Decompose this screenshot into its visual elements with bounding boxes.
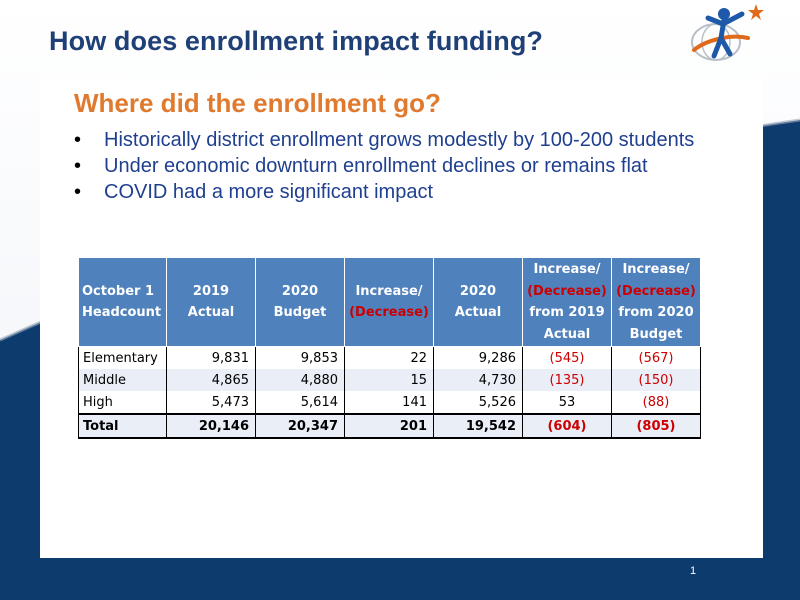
table-total-row: Total 20,146 20,347 201 19,542 (604) (80… — [78, 413, 701, 439]
header-change-from-2019: Increase/ (Decrease) from 2019 Actual — [522, 257, 612, 347]
cell-change-budget: (567) — [611, 346, 701, 369]
cell-increase: 141 — [344, 391, 434, 414]
header-text: October 1 — [82, 283, 155, 299]
cell-2019-actual: 9,831 — [166, 346, 256, 369]
table-header-row: October 1 Headcount 2019 Actual 2020 Bud… — [78, 257, 701, 347]
cell-increase: 15 — [344, 369, 434, 391]
header-text: (Decrease) — [349, 305, 429, 320]
header-headcount: October 1 Headcount — [78, 257, 167, 347]
table-row: High 5,473 5,614 141 5,526 53 (88) — [78, 391, 701, 414]
slide-title: How does enrollment impact funding? — [49, 26, 544, 56]
cell-2020-budget: 5,614 — [255, 391, 345, 414]
header-text: from 2020 — [618, 305, 694, 320]
cell-change-budget: (805) — [611, 413, 701, 439]
cell-2019-actual: 5,473 — [166, 391, 256, 414]
header-text: (Decrease) — [527, 283, 607, 299]
bullet-dot-icon: • — [74, 155, 82, 177]
cell-change-2019: (604) — [522, 413, 612, 439]
bullet-item: • Historically district enrollment grows … — [74, 128, 734, 152]
cell-change-2019: 53 — [522, 391, 612, 414]
header-2020-actual: 2020 Actual — [433, 257, 523, 347]
cell-2020-budget: 4,880 — [255, 369, 345, 391]
bullet-list: • Historically district enrollment grows … — [74, 128, 734, 206]
bullet-item: • COVID had a more significant impact — [74, 180, 734, 204]
row-label: Elementary — [78, 346, 167, 369]
cell-2019-actual: 4,865 — [166, 369, 256, 391]
cell-change-budget: (88) — [611, 391, 701, 414]
cell-2020-actual: 4,730 — [433, 369, 523, 391]
header-change-from-budget: Increase/ (Decrease) from 2020 Budget — [611, 257, 701, 347]
cell-change-2019: (135) — [522, 369, 612, 391]
cell-change-2019: (545) — [522, 346, 612, 369]
header-text: Budget — [629, 326, 683, 342]
district-logo-icon — [691, 4, 764, 61]
bullet-dot-icon: • — [74, 129, 82, 151]
table-row: Elementary 9,831 9,853 22 9,286 (545) (5… — [78, 346, 701, 369]
row-label: Total — [78, 413, 167, 439]
table-row: Middle 4,865 4,880 15 4,730 (135) (150) — [78, 369, 701, 391]
row-label: High — [78, 391, 167, 414]
header-text: Increase/ — [533, 262, 601, 277]
header-text: Increase/ — [355, 283, 423, 299]
header-text: Budget — [273, 305, 327, 320]
header-increase-decrease: Increase/ (Decrease) — [344, 257, 434, 347]
cell-2020-actual: 19,542 — [433, 413, 523, 439]
cell-2020-actual: 9,286 — [433, 346, 523, 369]
cell-2020-budget: 9,853 — [255, 346, 345, 369]
cell-increase: 22 — [344, 346, 434, 369]
header-text: from 2019 — [529, 305, 605, 320]
header-text: Increase/ — [622, 262, 690, 277]
cell-2019-actual: 20,146 — [166, 413, 256, 439]
bullet-text: COVID had a more significant impact — [104, 181, 434, 203]
header-2020-budget: 2020 Budget — [255, 257, 345, 347]
bullet-item: • Under economic downturn enrollment decl… — [74, 154, 734, 178]
row-label: Middle — [78, 369, 167, 391]
header-text: (Decrease) — [616, 283, 696, 299]
bullet-text: Under economic downturn enrollment decli… — [104, 155, 648, 177]
slide-subtitle: Where did the enrollment go? — [74, 88, 441, 118]
cell-2020-budget: 20,347 — [255, 413, 345, 439]
bullet-dot-icon: • — [74, 181, 82, 203]
cell-increase: 201 — [344, 413, 434, 439]
header-text: 2020 — [281, 283, 319, 299]
bullet-text: Historically district enrollment grows m… — [104, 129, 695, 151]
header-2019-actual: 2019 Actual — [166, 257, 256, 347]
cell-change-budget: (150) — [611, 369, 701, 391]
cell-2020-actual: 5,526 — [433, 391, 523, 414]
page-number: 1 — [690, 565, 697, 577]
header-text: Headcount — [82, 305, 162, 320]
enrollment-table: October 1 Headcount 2019 Actual 2020 Bud… — [78, 257, 701, 439]
header-text: Actual — [543, 326, 591, 342]
